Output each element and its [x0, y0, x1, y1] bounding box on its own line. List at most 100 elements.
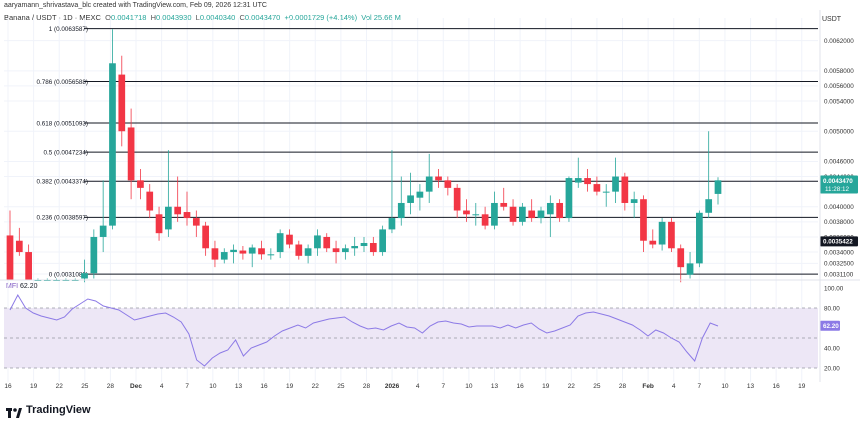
mfi-axis-marker-label: 62.20 — [823, 323, 839, 330]
candle-body — [537, 210, 545, 219]
tradingview-logo-icon — [6, 405, 22, 418]
x-axis-tick-label: Feb — [642, 383, 654, 390]
fib-level-label: 0.786 (0.0056588) — [37, 79, 88, 86]
price-axis-tick-label: 0.0056000 — [824, 83, 854, 90]
candle-body — [351, 246, 359, 249]
tradingview-logo[interactable]: TradingView — [6, 404, 91, 418]
price-axis-tick-label: 0.0040000 — [824, 204, 854, 211]
candle-body — [258, 248, 265, 255]
symbol-name[interactable]: Banana / USDT · 1D · MEXC — [4, 13, 101, 22]
candle-body — [640, 199, 647, 241]
mfi-axis-tick-label: 20.00 — [824, 365, 840, 372]
close-value: 0.0043470 — [244, 13, 281, 22]
price-axis-tick-label: 0.0054000 — [824, 98, 854, 105]
candle-body — [696, 212, 703, 264]
x-axis-tick-label: 4 — [672, 383, 676, 390]
price-axis-tick-label: 0.0050000 — [824, 129, 854, 136]
price-axis-marker-label: 0.0035422 — [823, 239, 853, 246]
candle-body — [668, 221, 675, 249]
candle-body — [649, 240, 657, 245]
candle-body — [565, 178, 573, 219]
mfi-axis-marker — [820, 320, 840, 331]
candle-body — [444, 180, 452, 188]
x-axis-tick-label: 28 — [363, 383, 371, 390]
candle-body — [90, 236, 98, 274]
price-axis-tick-label: 0.0058000 — [824, 68, 854, 75]
candle-body — [407, 195, 414, 203]
mfi-legend: MFI 62.20 — [6, 283, 38, 290]
mfi-axis-tick-label: 40.00 — [824, 345, 840, 352]
x-axis-tick-label: 2026 — [385, 383, 400, 390]
candle-body — [25, 252, 32, 280]
candle-body — [295, 244, 303, 256]
chart-credit: aaryamann_shrivastava_blc created with T… — [4, 2, 267, 9]
candle-body — [220, 252, 228, 260]
open-value: 0.0041718 — [111, 13, 147, 22]
candle-body — [109, 63, 116, 226]
candle-body — [99, 225, 107, 237]
candle-body — [314, 235, 321, 249]
low-label: L — [195, 13, 200, 22]
candle-body — [509, 206, 517, 222]
candle-body — [6, 235, 14, 280]
candle-body — [276, 233, 284, 253]
price-axis-tick-label: 0.0032500 — [824, 261, 854, 268]
fib-level-label: 0 (0.0031080) — [49, 271, 88, 278]
candle-body — [658, 221, 666, 245]
candle-body — [435, 176, 442, 181]
x-axis-tick-label: 28 — [107, 383, 115, 390]
price-axis-tick-label: 0.0031100 — [824, 271, 854, 278]
x-axis-tick-label: 13 — [491, 383, 499, 390]
fib-level-label: 0.5 (0.0047234) — [44, 149, 88, 156]
candle-body — [714, 180, 722, 194]
symbol-info-line: Banana / USDT · 1D · MEXC O0.0041718 H0.… — [4, 13, 401, 22]
price-axis-marker — [820, 236, 858, 247]
candle-body — [397, 202, 405, 219]
x-axis-tick-label: 4 — [416, 383, 420, 390]
countdown-label: 11:28:12 — [825, 186, 850, 193]
x-axis-tick-label: 25 — [593, 383, 601, 390]
candle-body — [491, 202, 498, 226]
candle-body — [519, 206, 526, 222]
x-axis-tick-label: 22 — [568, 383, 576, 390]
price-axis-marker — [820, 175, 858, 194]
mfi-title[interactable]: MFI — [6, 283, 19, 290]
x-axis-tick-label: 10 — [721, 383, 729, 390]
candle-body — [174, 206, 182, 215]
candle-body — [155, 214, 163, 234]
candle-body — [416, 191, 424, 198]
fib-level-label: 0.236 (0.0038597) — [37, 215, 88, 222]
candle-body — [127, 127, 135, 181]
x-axis-tick-label: 25 — [337, 383, 345, 390]
price-axis-tick-label: 0.0034000 — [824, 249, 854, 256]
mfi-axis-tick-label: 80.00 — [824, 305, 840, 312]
x-axis-tick-label: 7 — [185, 383, 189, 390]
candle-body — [556, 202, 563, 219]
price-axis-marker-label: 0.0043470 — [823, 178, 853, 185]
candle-body — [453, 187, 461, 211]
x-axis-tick-label: 13 — [235, 383, 243, 390]
candle-body — [230, 249, 237, 253]
x-axis-tick-label: 7 — [441, 383, 445, 390]
candle-body — [500, 202, 508, 207]
candle-body — [388, 218, 396, 230]
candle-body — [342, 248, 349, 253]
candle-body — [248, 247, 256, 254]
x-axis-tick-label: 19 — [798, 383, 806, 390]
price-axis-tick-label: 0.0062000 — [824, 38, 854, 45]
x-axis-tick-label: 19 — [542, 383, 550, 390]
candle-body — [360, 242, 368, 247]
x-axis-tick-label: 10 — [465, 383, 473, 390]
x-axis-tick-label: 13 — [747, 383, 755, 390]
candle-body — [602, 191, 610, 193]
candle-body — [425, 176, 433, 192]
x-axis-tick-label: 19 — [30, 383, 38, 390]
candle-body — [379, 229, 386, 253]
candle-body — [528, 210, 536, 219]
candle-body — [165, 206, 172, 230]
high-label: H — [150, 13, 157, 22]
candle-body — [146, 191, 154, 211]
candle-body — [202, 225, 209, 249]
candle-body — [332, 248, 340, 253]
